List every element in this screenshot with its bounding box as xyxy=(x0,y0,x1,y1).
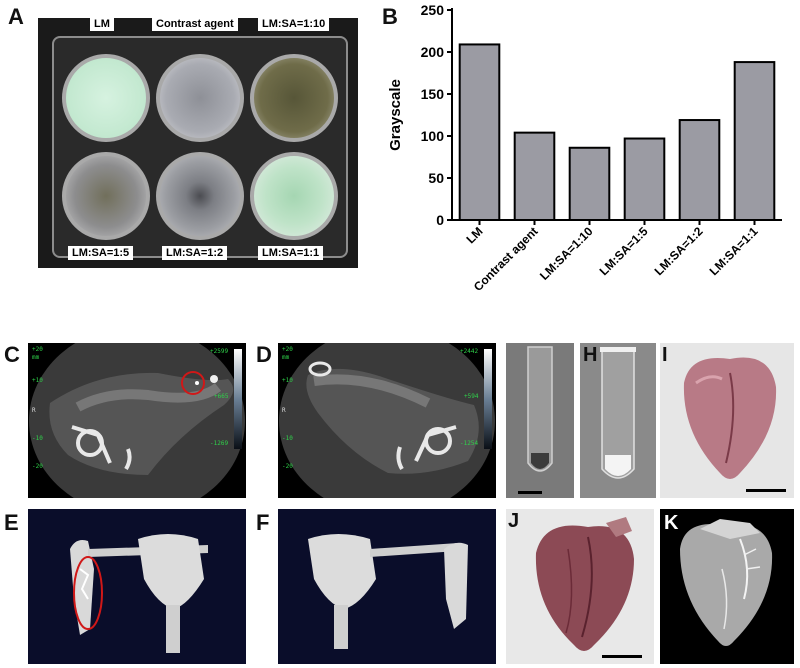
label-lm-sa-1-2: LM:SA=1:2 xyxy=(162,246,228,260)
bar-1 xyxy=(513,131,556,221)
photo-tube-h xyxy=(580,343,656,498)
scale-c-r1: +665 xyxy=(214,393,229,400)
label-lm-sa-1-10: LM:SA=1:10 xyxy=(258,17,330,31)
well-plate-photo: LM Contrast agent LM:SA=1:10 LM:SA=1:5 L… xyxy=(38,17,358,268)
scale-c-r0: +2599 xyxy=(210,348,229,355)
scale-d-1: mm xyxy=(282,354,290,361)
scalebar-j xyxy=(602,655,642,658)
scale-c-5: -20 xyxy=(32,463,43,470)
y-tick-label: 100 xyxy=(421,128,445,144)
ct-scan-d: +20 mm +10 R -10 -20 +2442 +594 -1254 xyxy=(278,343,496,498)
scale-d-3: R xyxy=(282,407,286,414)
tube-g-drawing xyxy=(506,343,574,498)
well-plate xyxy=(52,36,348,258)
scale-d-2: +10 xyxy=(282,377,293,384)
ct-colorbar-c xyxy=(234,349,242,449)
x-tick-label-2: LM:SA=1:10 xyxy=(537,224,596,283)
scale-d-0: +20 xyxy=(282,346,293,353)
well-lm-sa-1-5 xyxy=(62,152,150,240)
label-contrast-agent: Contrast agent xyxy=(152,17,238,31)
scale-d-r2: -1254 xyxy=(460,440,479,447)
photo-heart-j xyxy=(506,509,654,664)
bar-2 xyxy=(568,146,611,221)
bar-3 xyxy=(623,137,666,222)
y-tick-label: 0 xyxy=(436,212,444,228)
panel-letter-d: D xyxy=(256,342,272,367)
ct-body-d xyxy=(279,343,495,498)
y-tick-label: 150 xyxy=(421,86,445,102)
well-lm-sa-1-1 xyxy=(250,152,338,240)
scale-c-0: +20 xyxy=(32,346,43,353)
scale-d-4: -10 xyxy=(282,435,293,442)
panel-letter-j: J xyxy=(508,510,520,532)
skeleton-e xyxy=(70,534,208,653)
well-lm xyxy=(62,54,150,142)
panel-letter-a: A xyxy=(8,4,24,29)
tube-h-drawing xyxy=(580,343,656,498)
skeleton-f xyxy=(308,534,468,649)
panel-letter-h: H xyxy=(583,344,598,366)
ct-body-c xyxy=(29,343,245,498)
heart-j-drawing xyxy=(535,517,634,651)
xray-heart-k xyxy=(660,509,794,664)
ct-3d-render-f xyxy=(278,509,496,664)
x-tick-label-3: LM:SA=1:5 xyxy=(597,224,651,278)
well-lm-sa-1-10 xyxy=(250,54,338,142)
y-tick-label: 50 xyxy=(428,170,444,186)
scale-d-5: -20 xyxy=(282,463,293,470)
well-lm-sa-1-2 xyxy=(156,152,244,240)
ct-scan-c: +20 mm +10 R -10 -20 +2599 +665 -1269 xyxy=(28,343,246,498)
y-tick-label: 250 xyxy=(421,2,445,18)
highlight-circle xyxy=(181,371,205,395)
scale-c-2: +10 xyxy=(32,377,43,384)
y-axis-label: Grayscale xyxy=(387,79,404,151)
panel-letter-b: B xyxy=(382,4,398,29)
panel-letter-k: K xyxy=(664,512,679,534)
x-tick-label-4: LM:SA=1:2 xyxy=(652,224,706,278)
bar-5 xyxy=(733,61,776,221)
scale-c-1: mm xyxy=(32,354,40,361)
x-tick-label-5: LM:SA=1:1 xyxy=(707,224,761,278)
scalebar-g xyxy=(518,491,542,494)
well-contrast-agent xyxy=(156,54,244,142)
highlight-ellipse xyxy=(73,556,103,630)
ct-colorbar-d xyxy=(484,349,492,449)
y-tick-label: 200 xyxy=(421,44,445,60)
label-lm-sa-1-5: LM:SA=1:5 xyxy=(68,246,134,260)
panel-letter-f: F xyxy=(256,510,270,535)
heart-i-drawing xyxy=(683,357,777,479)
photo-heart-i xyxy=(660,343,794,498)
scale-d-r1: +594 xyxy=(464,393,479,400)
scale-c-3: R xyxy=(32,407,36,414)
bar-4 xyxy=(678,119,721,221)
heart-k-drawing xyxy=(680,519,773,646)
ct-3d-render-e xyxy=(28,509,246,664)
bar-0 xyxy=(458,43,501,221)
scale-d-r0: +2442 xyxy=(460,348,479,355)
panel-letter-i: I xyxy=(662,344,668,366)
photo-tube-g xyxy=(506,343,574,498)
label-lm-sa-1-1: LM:SA=1:1 xyxy=(258,246,324,260)
scale-c-4: -10 xyxy=(32,435,43,442)
panel-letter-c: C xyxy=(4,342,20,367)
label-lm: LM xyxy=(90,17,114,31)
scale-c-r2: -1269 xyxy=(210,440,229,447)
x-tick-label-0: LM xyxy=(463,224,485,246)
panel-letter-e: E xyxy=(4,510,19,535)
scalebar-i xyxy=(746,489,786,492)
